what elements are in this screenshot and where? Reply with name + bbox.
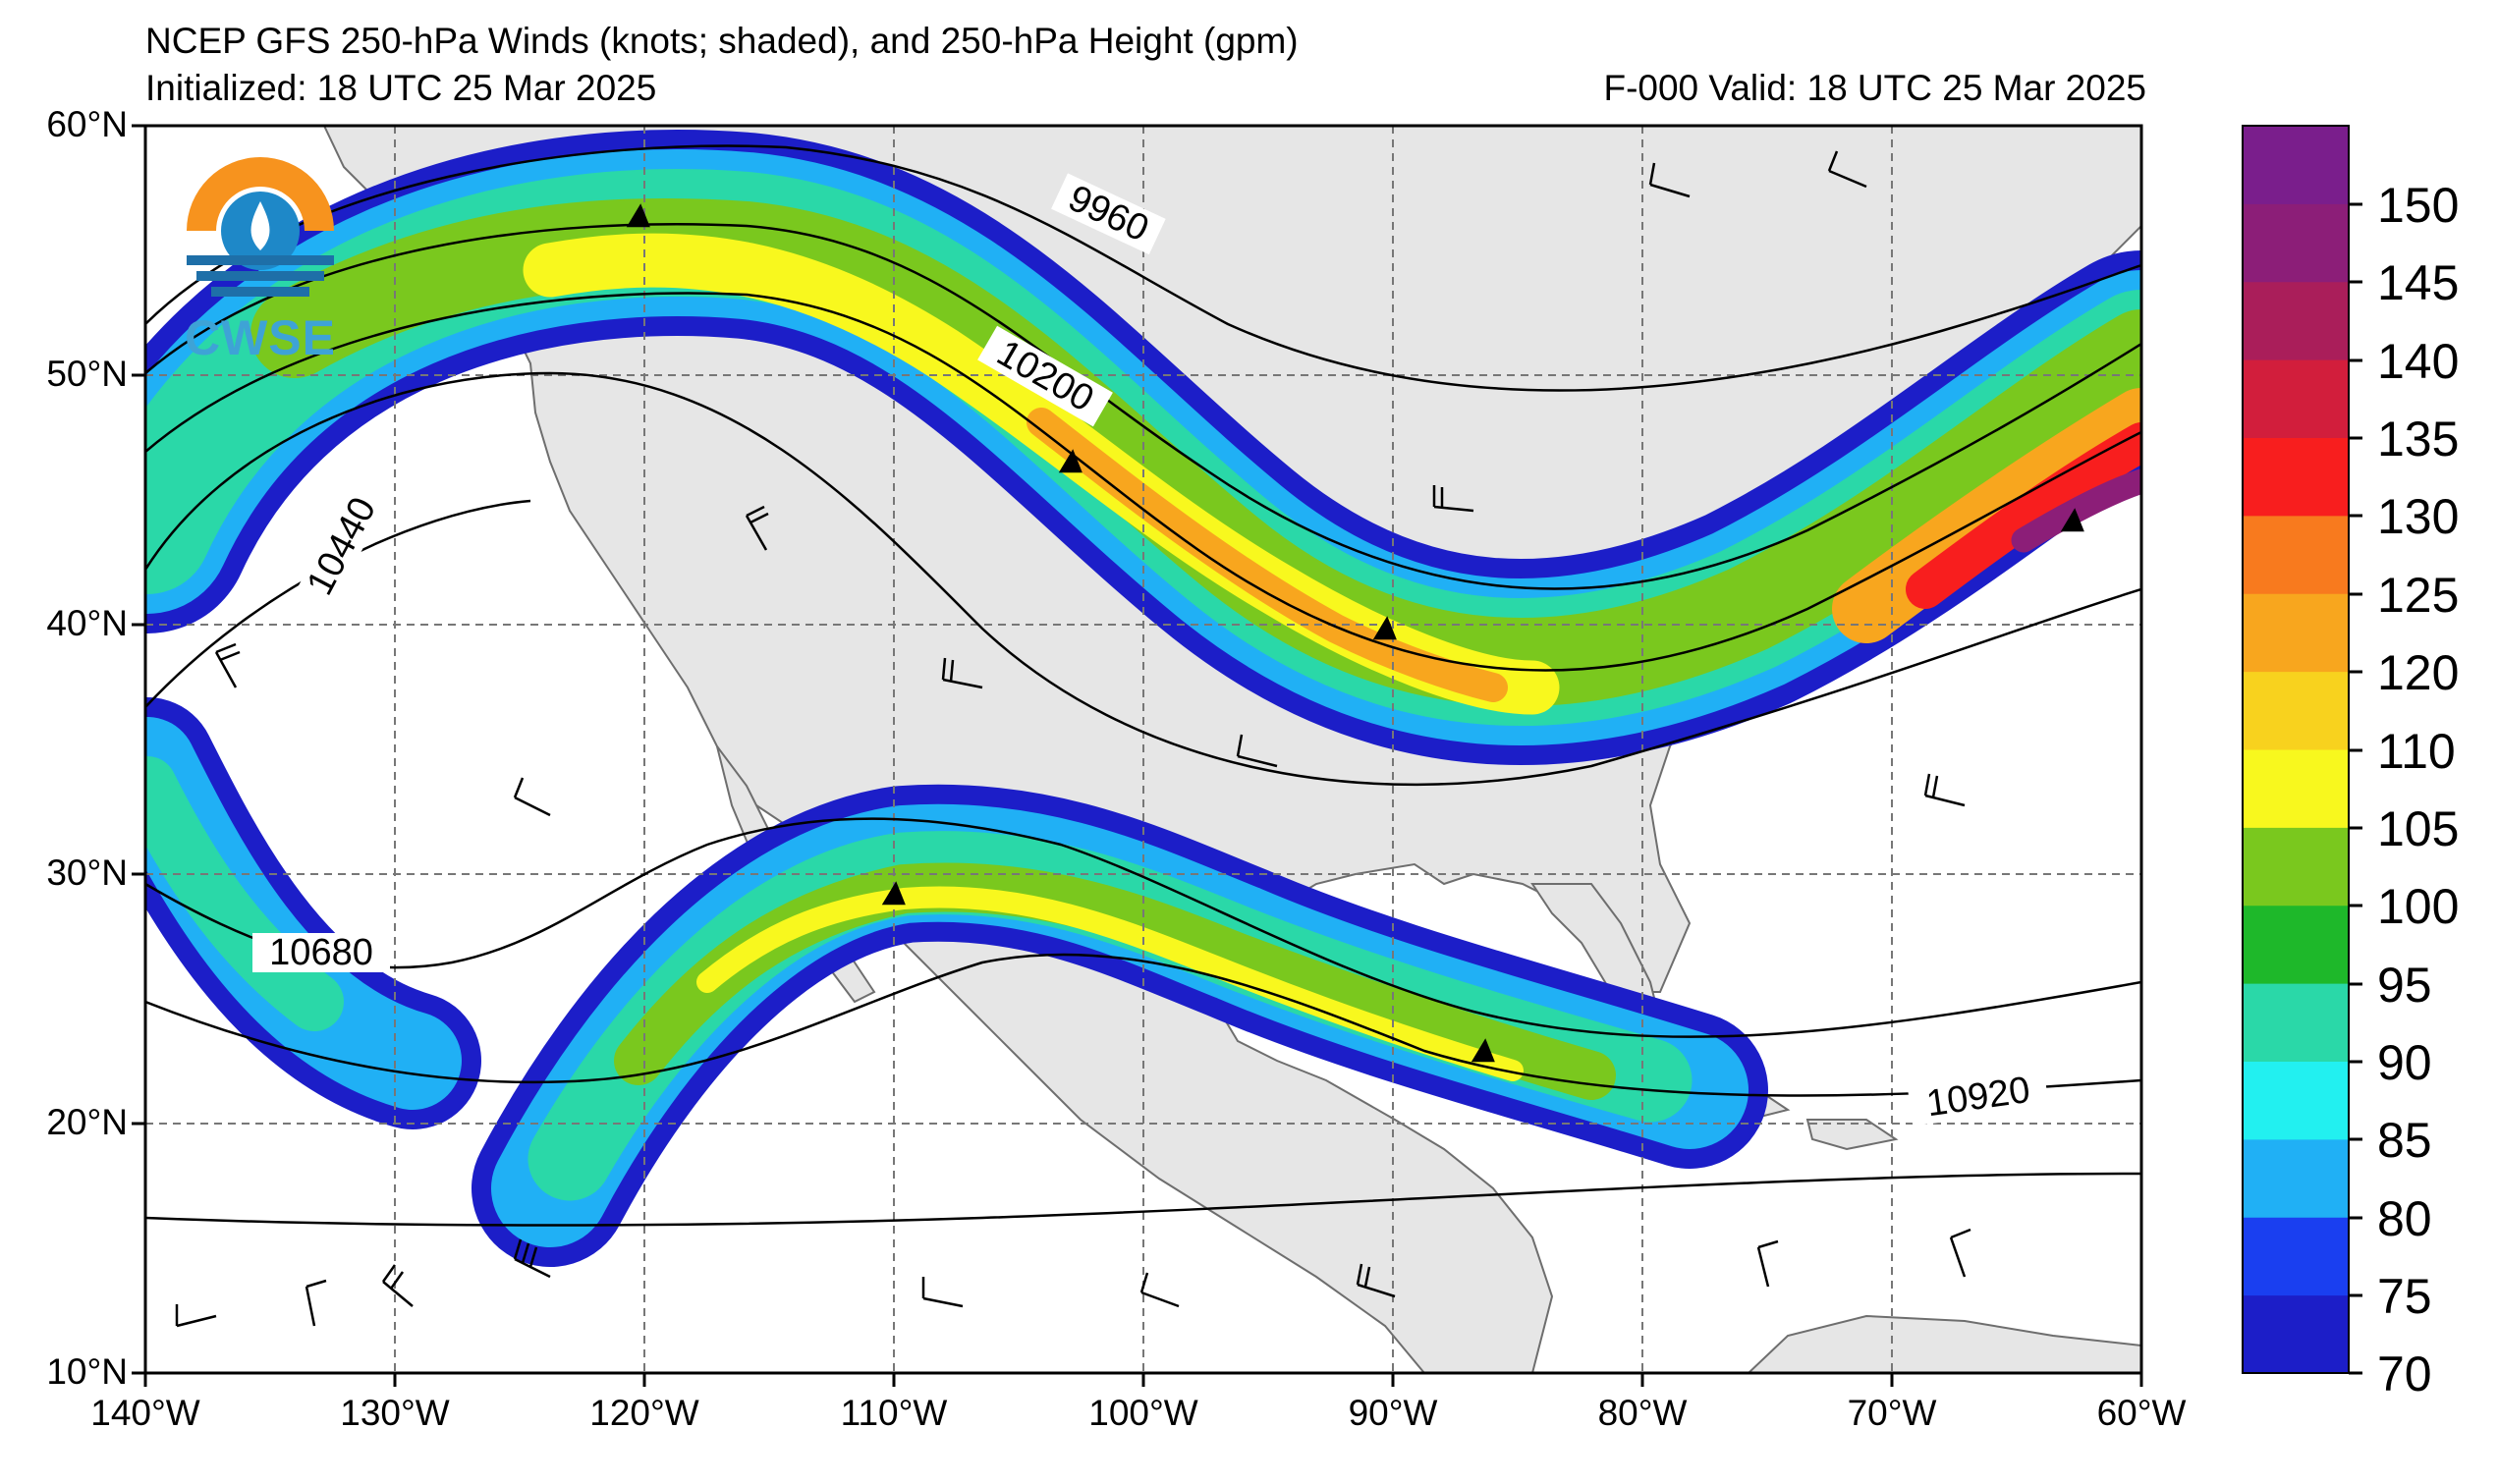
axis-ticks (132, 124, 2143, 1387)
lat-label-10: 10°N (46, 1351, 128, 1392)
hispaniola-land (1805, 1119, 1899, 1151)
colorbar-label: 145 (2377, 255, 2460, 310)
colorbar-swatch (2243, 1061, 2349, 1140)
colorbar-swatch (2243, 359, 2349, 438)
wind-flag (2060, 508, 2084, 532)
wind-barbs (175, 150, 2084, 1328)
logo-text: CWSE (185, 310, 336, 365)
wind-flag (1471, 1038, 1495, 1063)
lon-label-80w: 80°W (1597, 1393, 1688, 1433)
colorbar-swatch (2243, 1217, 2349, 1296)
valid-time: F-000 Valid: 18 UTC 25 Mar 2025 (1603, 68, 2146, 108)
cwse-logo-icon (187, 157, 334, 297)
lat-label-40: 40°N (46, 603, 128, 643)
colorbar-swatch (2243, 827, 2349, 907)
wind-barb (941, 657, 983, 689)
colorbar-label: 85 (2377, 1113, 2432, 1168)
lon-label-100w: 100°W (1088, 1393, 1198, 1433)
wind-barb (745, 505, 769, 551)
wind-flag (881, 881, 906, 906)
lon-label-90w: 90°W (1348, 1393, 1438, 1433)
lon-label-130w: 130°W (340, 1393, 450, 1433)
colorbar-swatch (2243, 593, 2349, 673)
height-contours (145, 144, 2141, 1227)
wind-barb (1432, 485, 1474, 513)
colorbar-swatch (2243, 1138, 2349, 1218)
lat-label-50: 50°N (46, 354, 128, 394)
wind-barb (1356, 1263, 1396, 1298)
wind-barb (1648, 162, 1691, 198)
wind-flag (626, 203, 650, 228)
colorbar-swatch (2243, 126, 2349, 204)
colorbar-swatch (2243, 983, 2349, 1062)
wind-barb (1236, 734, 1278, 768)
wind-barb (1923, 773, 1966, 807)
wind-barb (1139, 1272, 1180, 1308)
wind-barb (1756, 1239, 1779, 1288)
colorbar-label: 150 (2377, 178, 2460, 233)
colorbar-label: 135 (2377, 412, 2460, 467)
jet-shading-north (145, 130, 2141, 766)
colorbar-label: 140 (2377, 334, 2460, 389)
jet-shading-south (472, 784, 1768, 1267)
wind-barb (381, 1264, 414, 1307)
wind-flag (1058, 449, 1082, 473)
colorbar-swatch (2243, 1294, 2349, 1374)
south-america-land (1747, 1314, 2141, 1373)
wind-barb (305, 1279, 327, 1327)
lon-label-60w: 60°W (2096, 1393, 2187, 1433)
colorbar (2243, 126, 2349, 1374)
cwse-logo: CWSE (177, 137, 344, 365)
graticule (145, 126, 2141, 1373)
lat-label-60: 60°N (46, 104, 128, 144)
colorbar-label: 95 (2377, 958, 2432, 1013)
lat-label-30: 30°N (46, 852, 128, 893)
map-title: NCEP GFS 250-hPa Winds (knots; shaded), … (145, 21, 1299, 61)
colorbar-ticks (2349, 202, 2362, 1375)
colorbar-swatch (2243, 437, 2349, 517)
wind-barb (513, 1238, 551, 1279)
colorbar-swatch (2243, 281, 2349, 360)
init-time: Initialized: 18 UTC 25 Mar 2025 (145, 68, 657, 108)
colorbar-swatch (2243, 203, 2349, 283)
colorbar-label: 75 (2377, 1269, 2432, 1324)
colorbar-swatch (2243, 671, 2349, 750)
lat-label-20: 20°N (46, 1102, 128, 1142)
colorbar-label: 70 (2377, 1347, 2432, 1402)
colorbar-label: 110 (2377, 724, 2456, 779)
colorbar-label: 80 (2377, 1191, 2432, 1246)
lon-label-110w: 110°W (840, 1393, 948, 1433)
wind-barb (1827, 150, 1867, 189)
colorbar-label: 105 (2377, 801, 2460, 856)
colorbar-swatch (2243, 749, 2349, 828)
wind-barb (1949, 1228, 1971, 1278)
colorbar-label: 130 (2377, 489, 2460, 544)
contour-label-10680: 10680 (269, 932, 373, 973)
colorbar-swatch (2243, 905, 2349, 984)
colorbar-swatch (2243, 515, 2349, 594)
colorbar-label: 120 (2377, 645, 2460, 700)
lon-label-70w: 70°W (1847, 1393, 1937, 1433)
wind-barb (214, 642, 241, 688)
colorbar-label: 100 (2377, 879, 2460, 934)
wind-flag (1372, 616, 1397, 640)
wind-barb (175, 1304, 217, 1328)
colorbar-label: 125 (2377, 568, 2460, 623)
lon-label-120w: 120°W (589, 1393, 699, 1433)
wind-barb (513, 777, 551, 817)
lon-label-140w: 140°W (90, 1393, 200, 1433)
wind-barb (921, 1277, 964, 1308)
colorbar-label: 90 (2377, 1035, 2432, 1090)
